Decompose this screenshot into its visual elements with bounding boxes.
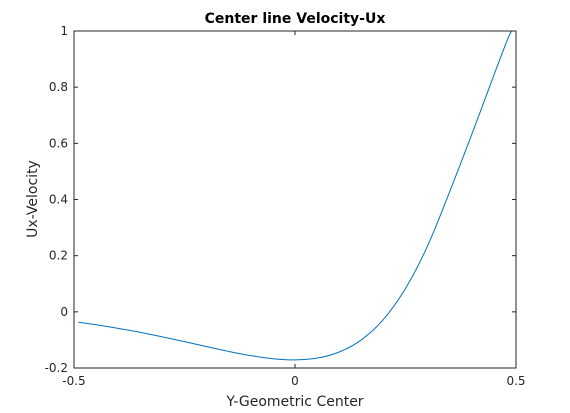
x-tick-label: 0.5 [506, 374, 525, 388]
x-tick-label: 0 [291, 374, 299, 388]
series-layer [78, 31, 513, 361]
y-tick-label: 0.8 [49, 80, 68, 94]
series-line [78, 31, 513, 361]
y-tick-label: 0.2 [49, 249, 68, 263]
y-tick-label: -0.2 [45, 361, 68, 375]
x-tick-label: -0.5 [62, 374, 85, 388]
tick-layer: -0.5 0 0.5 -0.2 0 0.2 0.4 0.6 0.8 1 [45, 24, 526, 388]
y-axis-label: Ux-Velocity [25, 160, 41, 238]
plot-background [74, 31, 516, 368]
y-tick-label: 0.6 [49, 136, 68, 150]
y-tick-label: 0.4 [49, 193, 68, 207]
x-axis-label: Y-Geometric Center [225, 394, 363, 410]
y-tick-label: 0 [60, 305, 68, 319]
y-tick-label: 1 [60, 24, 68, 38]
chart-title: Center line Velocity-Ux [205, 11, 386, 27]
